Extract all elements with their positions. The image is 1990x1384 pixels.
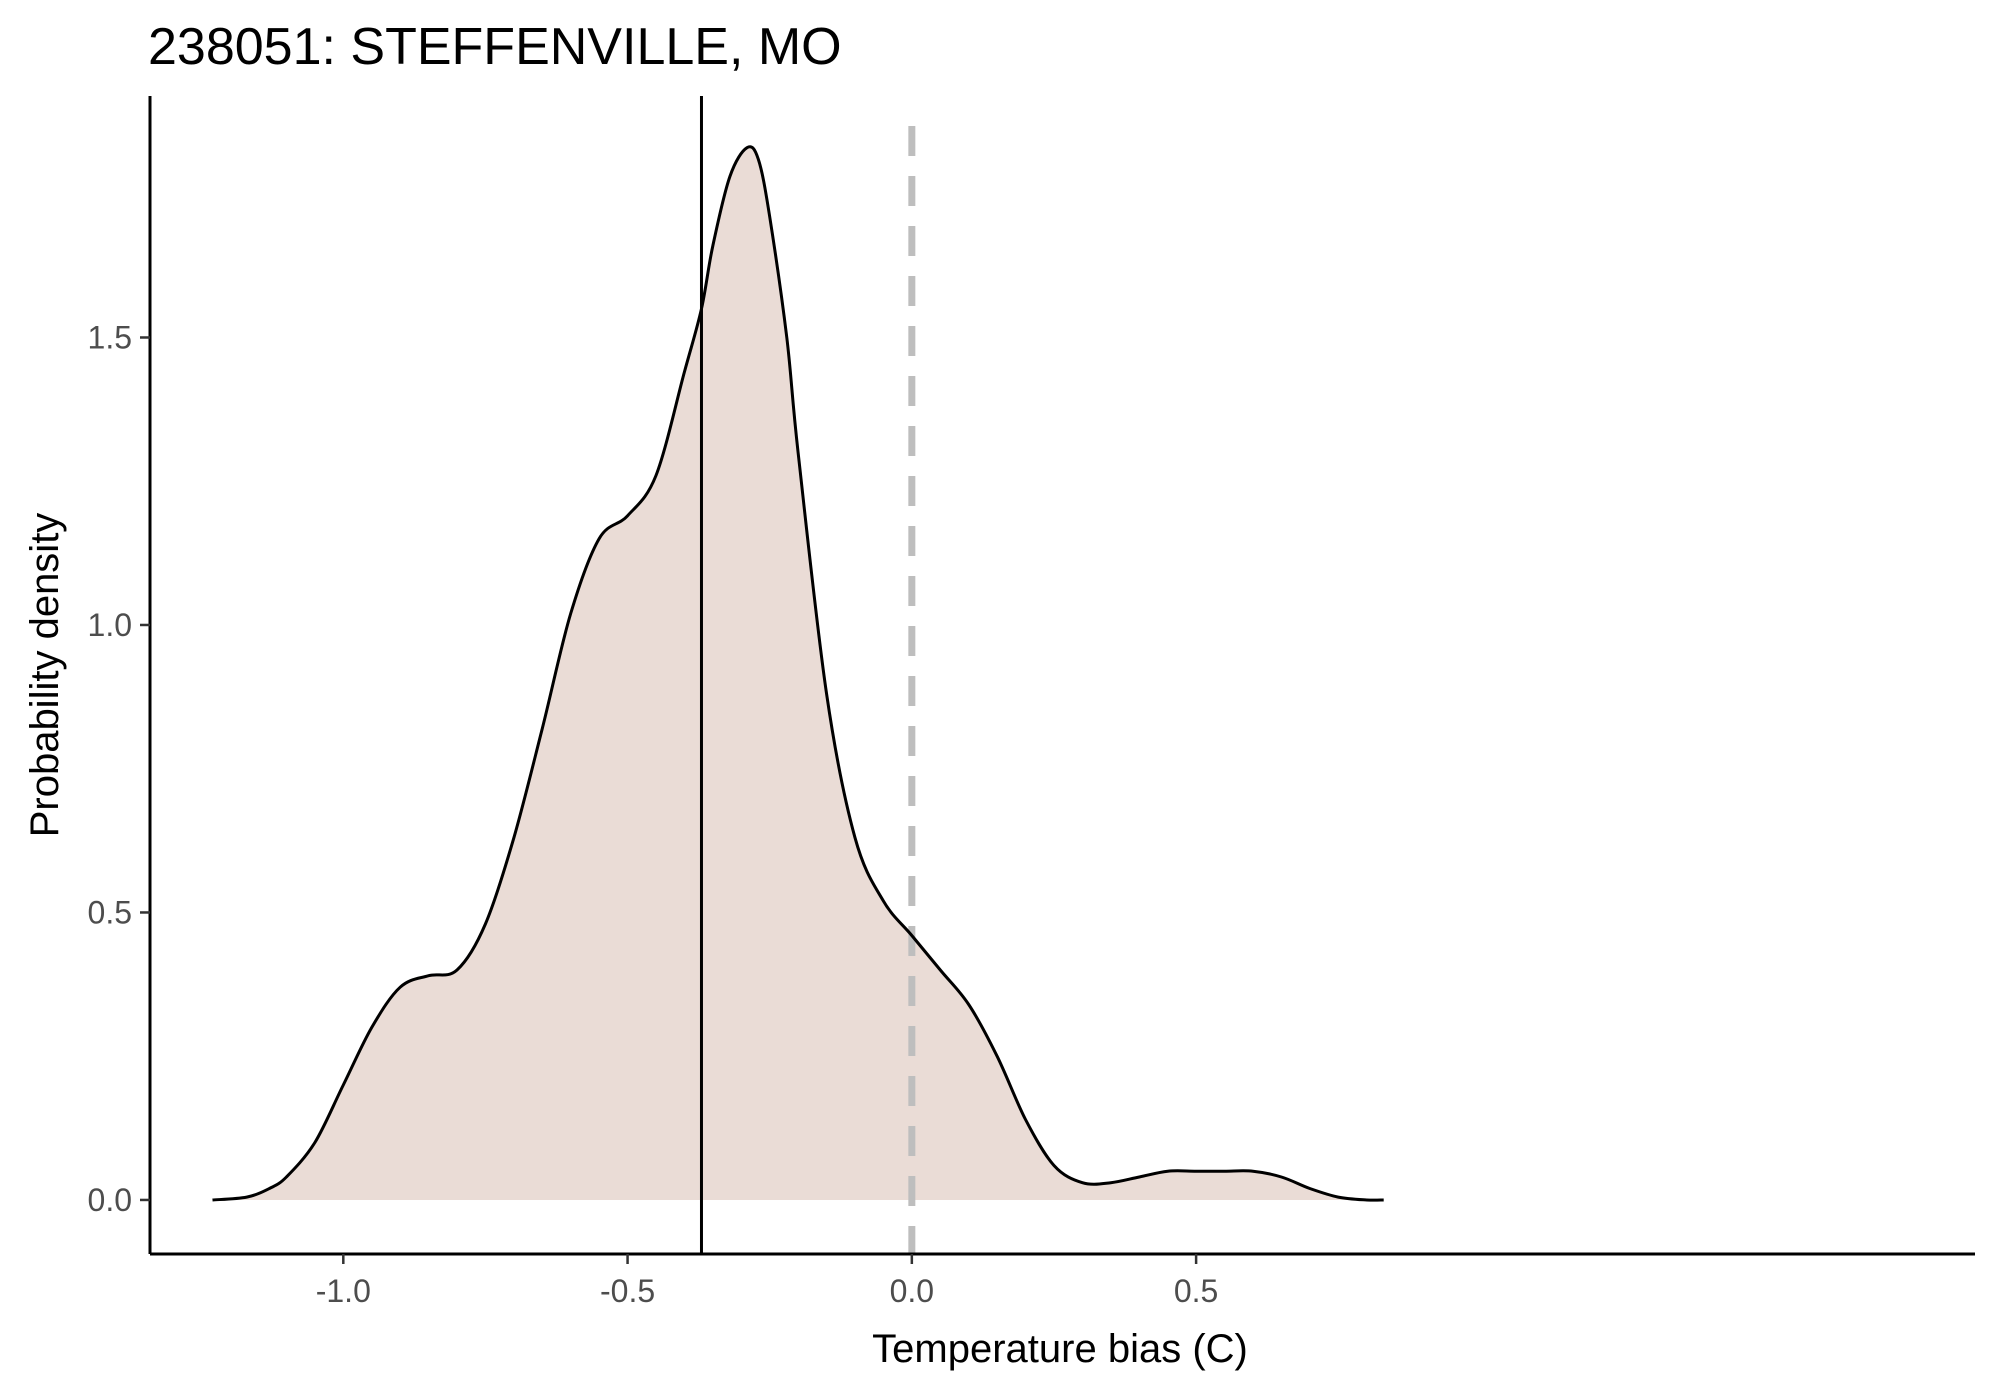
y-tick-label: 0.5 <box>88 894 132 930</box>
x-tick-label: 0.0 <box>890 1273 934 1309</box>
y-axis-ticks: 0.0 0.5 1.0 1.5 <box>88 319 150 1218</box>
plot-area <box>212 96 1384 1254</box>
chart-title: 238051: STEFFENVILLE, MO <box>148 18 842 76</box>
density-fill <box>212 146 1384 1201</box>
y-tick-label: 0.0 <box>88 1182 132 1218</box>
x-axis-title: Temperature bias (C) <box>872 1327 1248 1371</box>
x-tick-label: -1.0 <box>316 1273 371 1309</box>
x-tick-label: -0.5 <box>600 1273 655 1309</box>
y-axis-title: Probability density <box>23 513 67 838</box>
density-curve <box>212 145 1384 1202</box>
x-tick-label: 0.5 <box>1174 1273 1218 1309</box>
y-tick-label: 1.5 <box>88 319 132 355</box>
y-tick-label: 1.0 <box>88 607 132 643</box>
x-axis-ticks: -1.0 -0.5 0.0 0.5 <box>316 1254 1218 1309</box>
